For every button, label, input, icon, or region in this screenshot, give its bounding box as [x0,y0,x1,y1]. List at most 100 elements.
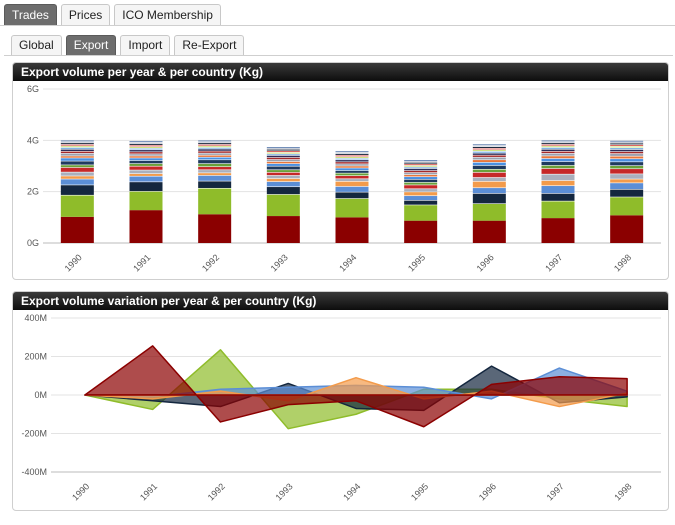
bar-segment [472,220,506,243]
top-tab-divider [0,25,675,26]
bar-segment [198,160,232,164]
tab-prices[interactable]: Prices [60,4,111,26]
bar-segment [610,174,644,179]
bar-segment [198,153,232,155]
tab-import[interactable]: Import [120,35,171,56]
x-tick-label: 1990 [63,252,84,273]
bar-segment [541,168,575,174]
bar-segment [335,176,369,179]
bar-segment [610,183,644,190]
y-tick-label: 4G [27,135,39,145]
bar-segment [198,147,232,149]
y-tick-label: 400M [24,313,47,323]
bar-segment [266,216,300,243]
bar-segment [610,159,644,162]
tab-global[interactable]: Global [11,35,62,56]
bar-segment [335,186,369,192]
bar-segment [129,210,163,243]
bar-segment [472,147,506,148]
bar-segment [610,149,644,152]
bar-segment [404,196,438,201]
bar-segment [198,188,232,215]
sub-tab-divider [4,55,673,56]
tab-re-export[interactable]: Re-Export [174,35,245,56]
bar-segment [404,172,438,175]
x-tick-label: 1996 [477,481,498,502]
bar-segment [335,168,369,171]
x-tick-label: 1995 [409,481,430,502]
bar-segment [404,165,438,167]
export-volume-chart: 0G 2G 4G 6G 1990 1991 1992 1993 1994 1995 1996 1997… [27,84,661,273]
x-tick-label: 1991 [131,252,152,273]
bar-segment [472,165,506,169]
bar-segment [404,177,438,180]
export-variation-chart-title: Export volume variation per year & per c… [13,292,668,310]
bar-segment [610,162,644,166]
bar-segment [129,148,163,150]
bar-segment [198,170,232,173]
bar-segment [404,160,438,161]
tab-ico-membership[interactable]: ICO Membership [114,4,221,26]
bar-segment [60,144,94,146]
bar-segment [472,151,506,153]
bar-segment [198,157,232,160]
bar-segment [610,169,644,174]
bar-segment [198,140,232,142]
bar-segment [129,141,163,143]
bar-segment [60,176,94,179]
bar-segment [129,156,163,158]
bar-segment [198,173,232,176]
bar-segment [266,161,300,164]
bar-segment [335,192,369,199]
bar-segment [610,144,644,146]
bar-segment [472,181,506,188]
bar-segment [541,161,575,166]
bar-segment [60,147,94,149]
bar-segment [541,144,575,146]
bar-segment [266,181,300,187]
bar-segment [266,149,300,151]
export-volume-chart-title: Export volume per year & per country (Kg… [13,63,668,81]
bar-segment [198,214,232,243]
bar-segment [335,164,369,166]
x-tick-label: 1995 [406,252,427,273]
bar-segment [335,181,369,187]
bar-segment [198,167,232,170]
bar-segment [472,157,506,160]
bar-segment [541,140,575,142]
bar-segment [60,158,94,161]
bar-segment [266,155,300,158]
bar-segment [404,189,438,192]
bar-segment [266,157,300,160]
bar-segment [541,141,575,143]
bar-segment [541,147,575,149]
bar-segment [541,146,575,148]
bar-segment [610,156,644,159]
bar-segment [60,143,94,145]
tab-trades[interactable]: Trades [4,4,57,26]
bar-segment [129,145,163,147]
bar-segment [266,170,300,173]
y-tick-label: -400M [21,467,47,477]
bar-segment [266,175,300,179]
bar-segment [472,193,506,204]
bar-segment [610,197,644,216]
bar-segment [472,160,506,163]
bar-segment [404,170,438,173]
bar-segment [541,151,575,154]
y-tick-label: 6G [27,84,39,94]
export-volume-panel: Export volume per year & per country (Kg… [12,62,669,280]
bar-segment [198,143,232,145]
bar-segment [472,148,506,150]
y-tick-label: 2G [27,187,39,197]
bar-segment [472,150,506,152]
bar-segment [266,152,300,154]
bar-segment [541,218,575,243]
bar-segment [266,178,300,182]
bar-segment [129,163,163,166]
tab-export[interactable]: Export [65,35,117,56]
x-tick-label: 1994 [337,252,358,273]
y-tick-label: 200M [24,352,47,362]
bar-segment [60,195,94,217]
bar-segment [60,140,94,142]
